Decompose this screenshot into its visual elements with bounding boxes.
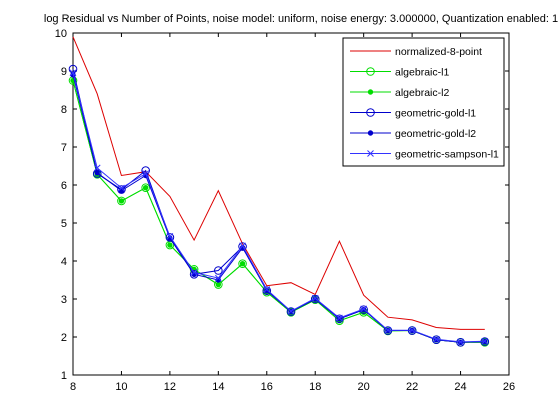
data-point — [190, 269, 198, 276]
legend-entry: geometric-gold-l2 — [350, 128, 476, 140]
x-tick-label: 14 — [212, 381, 224, 393]
data-point — [311, 294, 319, 302]
data-point — [310, 294, 320, 304]
x-tick-label: 10 — [115, 381, 127, 393]
data-point — [142, 184, 149, 191]
data-point — [214, 274, 222, 282]
x-tick-label: 26 — [503, 381, 515, 393]
series-line — [72, 72, 485, 343]
legend-label: geometric-gold-l1 — [395, 108, 476, 120]
y-tick-label: 6 — [61, 180, 67, 192]
data-point — [166, 232, 174, 240]
y-tick-label: 2 — [61, 332, 67, 344]
data-point — [481, 337, 489, 345]
legend-swatch-marker — [367, 89, 374, 95]
data-point — [457, 338, 464, 346]
legend-swatch-marker — [366, 67, 375, 76]
legend-box — [342, 37, 505, 167]
x-tick-label: 18 — [309, 381, 321, 393]
data-point — [359, 305, 368, 314]
legend: normalized-8-point algebraic-l1 algebraic-… — [342, 37, 505, 167]
data-point — [432, 335, 440, 343]
data-point — [94, 170, 100, 176]
legend-entry: geometric-sampson-l1 — [350, 149, 499, 161]
series-geometric-sampson-l1 — [69, 69, 489, 346]
data-point — [215, 281, 222, 288]
data-point — [93, 164, 101, 172]
x-tick-label: 20 — [358, 381, 370, 393]
data-point — [118, 184, 125, 192]
y-tick-label: 7 — [61, 142, 67, 154]
data-point — [286, 307, 296, 316]
data-point — [167, 242, 173, 248]
data-point — [142, 170, 150, 177]
data-point — [384, 326, 392, 334]
y-tick-label: 5 — [61, 218, 67, 230]
data-point — [239, 242, 246, 250]
x-tick-label: 16 — [261, 381, 273, 393]
legend-label: geometric-sampson-l1 — [395, 149, 499, 161]
data-point — [141, 183, 150, 192]
legend-label: algebraic-l2 — [395, 87, 449, 99]
data-point — [165, 233, 175, 242]
x-tick-label: 24 — [454, 381, 466, 393]
legend-swatch-marker — [367, 130, 374, 136]
data-point — [239, 260, 246, 267]
x-tick-label: 22 — [406, 381, 418, 393]
data-point — [189, 270, 199, 279]
legend-entry: normalized-8-point — [350, 46, 482, 58]
data-point — [335, 314, 344, 324]
data-point — [287, 307, 295, 315]
y-tick-label: 10 — [55, 28, 67, 40]
chart-title: log Residual vs Number of Points, noise … — [44, 13, 558, 25]
legend-swatch-marker — [367, 150, 374, 157]
y-tick-label: 8 — [61, 104, 67, 116]
legend-entry: geometric-gold-l1 — [350, 108, 476, 120]
data-point — [263, 286, 271, 293]
series-line — [72, 36, 485, 330]
data-point — [69, 69, 77, 77]
y-tick-label: 4 — [61, 256, 67, 268]
data-point — [117, 196, 126, 206]
data-point — [238, 259, 247, 268]
data-point — [360, 305, 368, 313]
legend-label: algebraic-l1 — [395, 67, 449, 79]
data-point — [262, 286, 272, 295]
data-point — [408, 326, 416, 334]
legend-entry: algebraic-l2 — [350, 87, 449, 99]
legend-label: normalized-8-point — [395, 46, 482, 58]
data-point — [336, 314, 343, 322]
legend-label: geometric-gold-l2 — [395, 128, 476, 140]
y-tick-label: 1 — [61, 370, 67, 382]
y-tick-label: 3 — [61, 294, 67, 306]
data-point — [118, 198, 125, 204]
legend-swatch-marker — [366, 108, 375, 117]
x-tick-label: 8 — [70, 381, 76, 393]
data-point — [92, 169, 102, 178]
y-tick-label: 9 — [61, 66, 67, 78]
series-normalized-8-point — [72, 36, 485, 330]
data-point — [214, 266, 223, 275]
x-tick-label: 12 — [164, 381, 176, 393]
legend-entry: algebraic-l1 — [350, 67, 449, 79]
